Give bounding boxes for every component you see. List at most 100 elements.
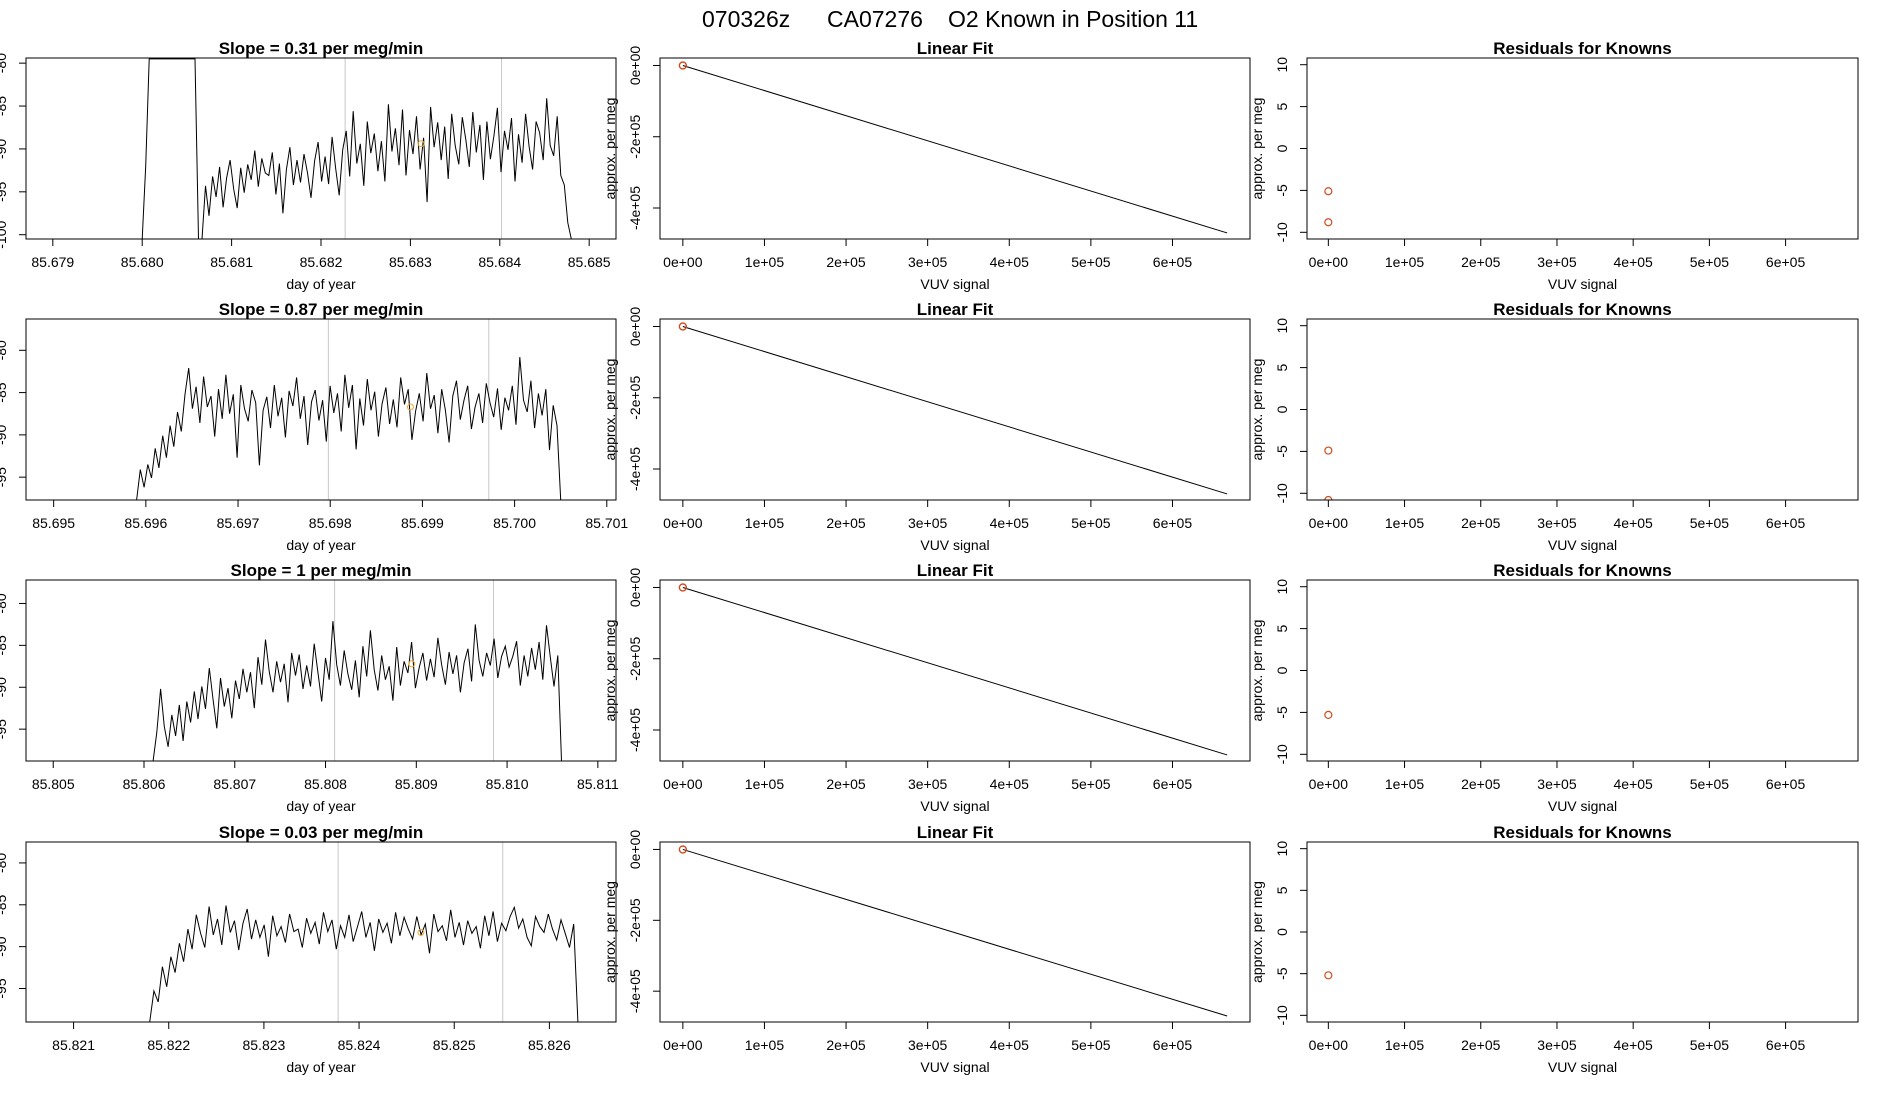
x-tick-label: 85.805 xyxy=(32,776,75,792)
panel-title: Slope = 0.03 per meg/min xyxy=(219,823,424,842)
figure-title-desc: O2 Known in Position 11 xyxy=(948,6,1198,32)
panel-title: Slope = 1 per meg/min xyxy=(231,561,412,580)
plot-area xyxy=(678,322,1228,495)
fit-line xyxy=(682,326,1228,495)
panel-r1-c2: Linear Fit VUV signal approx. per meg 0e+00… xyxy=(602,39,1251,292)
plot-area xyxy=(141,58,572,239)
mean-marker xyxy=(406,403,414,411)
x-axis-label: day of year xyxy=(286,276,356,292)
y-tick-label: 0e+00 xyxy=(627,568,643,608)
x-tick-label: 85.806 xyxy=(123,776,166,792)
x-tick-label: 5e+05 xyxy=(1071,515,1111,531)
x-axis-label: day of year xyxy=(286,798,356,814)
y-tick-label: 5 xyxy=(1274,625,1290,633)
y-tick-label: -5 xyxy=(1274,967,1290,980)
x-tick-label: 3e+05 xyxy=(908,254,948,270)
y-tick-label: -80 xyxy=(0,853,9,873)
y-tick-label: 10 xyxy=(1274,57,1290,73)
plot-frame xyxy=(25,318,617,501)
y-tick-label: -4e+05 xyxy=(627,708,643,752)
x-tick-label: 85.681 xyxy=(210,254,253,270)
x-tick-label: 85.698 xyxy=(309,515,352,531)
x-tick-label: 1e+05 xyxy=(1385,254,1425,270)
plot-area xyxy=(678,845,1228,1017)
plot-area xyxy=(152,580,562,761)
plot-area xyxy=(678,61,1228,234)
x-axis-label: VUV signal xyxy=(920,537,989,553)
plot-area xyxy=(136,319,562,500)
x-tick-label: 1e+05 xyxy=(745,1037,785,1053)
x-tick-label: 2e+05 xyxy=(826,1037,866,1053)
x-axis-label: VUV signal xyxy=(1548,1059,1617,1075)
x-tick-label: 0e+00 xyxy=(663,776,703,792)
y-tick-label: -2e+05 xyxy=(627,898,643,942)
x-tick-label: 2e+05 xyxy=(1461,776,1501,792)
plot-frame xyxy=(1306,841,1859,1023)
x-tick-label: 3e+05 xyxy=(908,1037,948,1053)
x-tick-label: 2e+05 xyxy=(826,254,866,270)
signal-trace xyxy=(149,905,579,1022)
y-tick-label: -10 xyxy=(1274,222,1290,242)
panel-title: Residuals for Knowns xyxy=(1493,300,1672,319)
y-tick-label: -2e+05 xyxy=(627,115,643,159)
x-tick-label: 5e+05 xyxy=(1690,254,1730,270)
plot-frame xyxy=(659,57,1251,240)
data-point xyxy=(1324,495,1333,500)
y-tick-label: 5 xyxy=(1274,364,1290,372)
x-tick-label: 85.695 xyxy=(32,515,75,531)
x-tick-label: 85.696 xyxy=(124,515,167,531)
plot-frame xyxy=(659,579,1251,762)
figure-title-date: 070326z xyxy=(702,6,790,32)
x-tick-label: 85.682 xyxy=(300,254,343,270)
x-tick-label: 6e+05 xyxy=(1766,1037,1806,1053)
x-tick-label: 85.680 xyxy=(121,254,164,270)
y-tick-label: -5 xyxy=(1274,706,1290,719)
x-tick-label: 5e+05 xyxy=(1071,776,1111,792)
x-tick-label: 6e+05 xyxy=(1153,776,1193,792)
y-tick-label: -95 xyxy=(0,467,9,487)
data-point xyxy=(678,322,687,331)
y-axis-label: approx. per meg xyxy=(602,620,618,722)
plot-area xyxy=(1324,187,1333,227)
y-tick-label: -100 xyxy=(0,220,9,248)
x-tick-label: 0e+00 xyxy=(1309,515,1349,531)
y-tick-label: 0e+00 xyxy=(627,307,643,347)
x-tick-label: 85.699 xyxy=(401,515,444,531)
x-tick-label: 4e+05 xyxy=(990,776,1030,792)
panel-r2-c2: Linear Fit VUV signal approx. per meg 0e+00… xyxy=(602,300,1251,553)
mean-marker xyxy=(408,660,416,668)
plot-frame xyxy=(1306,579,1859,762)
x-axis-label: VUV signal xyxy=(1548,276,1617,292)
plot-frame xyxy=(25,579,617,762)
x-tick-label: 4e+05 xyxy=(1614,515,1654,531)
x-tick-label: 4e+05 xyxy=(1614,776,1654,792)
x-tick-label: 4e+05 xyxy=(990,515,1030,531)
x-tick-label: 2e+05 xyxy=(1461,515,1501,531)
x-tick-label: 6e+05 xyxy=(1766,776,1806,792)
x-tick-label: 85.822 xyxy=(147,1037,190,1053)
x-tick-label: 5e+05 xyxy=(1690,1037,1730,1053)
y-tick-label: -2e+05 xyxy=(627,637,643,681)
x-tick-label: 85.824 xyxy=(338,1037,381,1053)
x-tick-label: 3e+05 xyxy=(1537,515,1577,531)
panel-r2-c1: Slope = 0.87 per meg/min day of year appro… xyxy=(0,300,628,553)
y-axis-label: approx. per meg xyxy=(602,98,618,200)
x-tick-label: 3e+05 xyxy=(1537,1037,1577,1053)
data-point xyxy=(678,583,687,592)
x-tick-label: 3e+05 xyxy=(908,776,948,792)
data-point xyxy=(1324,446,1333,455)
x-axis-label: day of year xyxy=(286,537,356,553)
x-axis-label: VUV signal xyxy=(920,1059,989,1075)
plot-frame xyxy=(659,841,1251,1023)
x-tick-label: 85.825 xyxy=(433,1037,476,1053)
panel-title: Residuals for Knowns xyxy=(1493,39,1672,58)
y-tick-label: -2e+05 xyxy=(627,376,643,420)
x-tick-label: 5e+05 xyxy=(1690,776,1730,792)
x-tick-label: 2e+05 xyxy=(826,776,866,792)
panel-title: Residuals for Knowns xyxy=(1493,823,1672,842)
x-tick-label: 1e+05 xyxy=(745,254,785,270)
y-tick-label: -80 xyxy=(0,593,9,613)
y-tick-label: 5 xyxy=(1274,103,1290,111)
panel-title: Slope = 0.31 per meg/min xyxy=(219,39,424,58)
mean-marker xyxy=(417,928,425,936)
